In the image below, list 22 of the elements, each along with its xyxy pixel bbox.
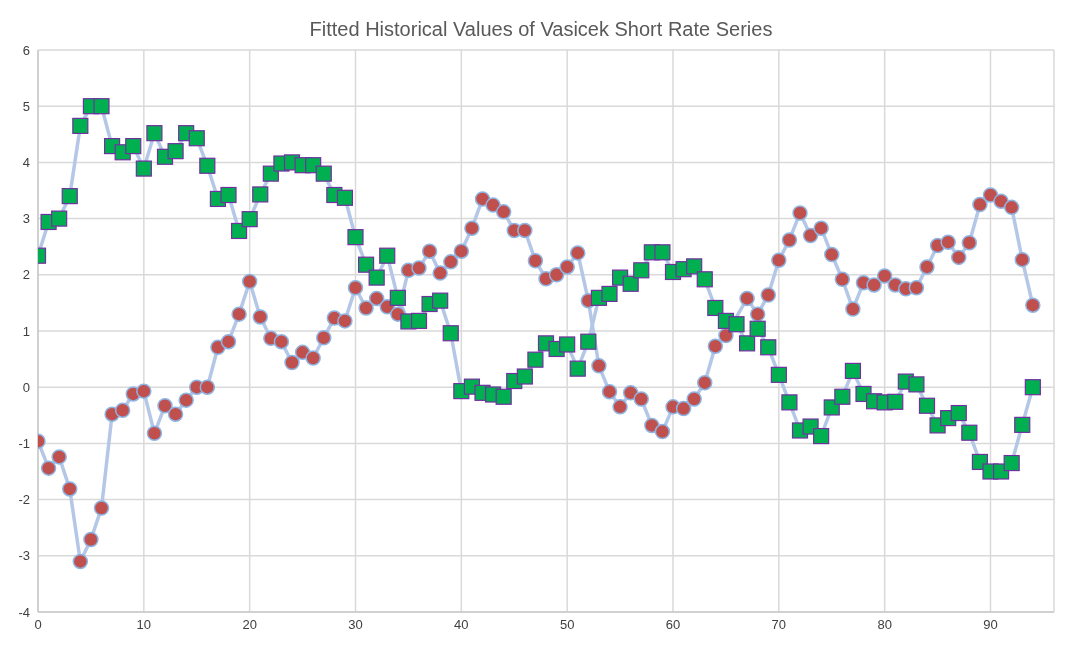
x-tick-label: 10 (136, 617, 152, 633)
y-tick-label: 4 (22, 155, 30, 171)
y-tick-label: -1 (18, 436, 30, 452)
y-tick-label: -3 (18, 548, 30, 564)
y-tick-label: 0 (22, 379, 30, 395)
chart-title: Fitted Historical Values of Vasicek Short Rate Series (308, 18, 774, 41)
x-tick-label: 50 (559, 617, 575, 633)
x-tick-label: 40 (454, 617, 469, 633)
y-tick-label: -2 (18, 492, 30, 508)
x-tick-label: 60 (665, 617, 681, 633)
x-tick-label: 90 (983, 617, 998, 633)
x-tick-label: 0 (34, 617, 42, 633)
x-tick-label: 30 (348, 617, 363, 633)
y-tick-label: 2 (22, 267, 30, 283)
x-tick-label: 20 (242, 617, 257, 633)
y-tick-label: -4 (18, 604, 30, 620)
y-tick-label: 1 (22, 323, 30, 339)
y-tick-label: 3 (22, 211, 30, 227)
x-tick-label: 70 (771, 617, 787, 633)
y-tick-label: 5 (22, 98, 30, 114)
x-tick-label: 80 (877, 617, 892, 633)
y-tick-label: 6 (22, 42, 30, 58)
